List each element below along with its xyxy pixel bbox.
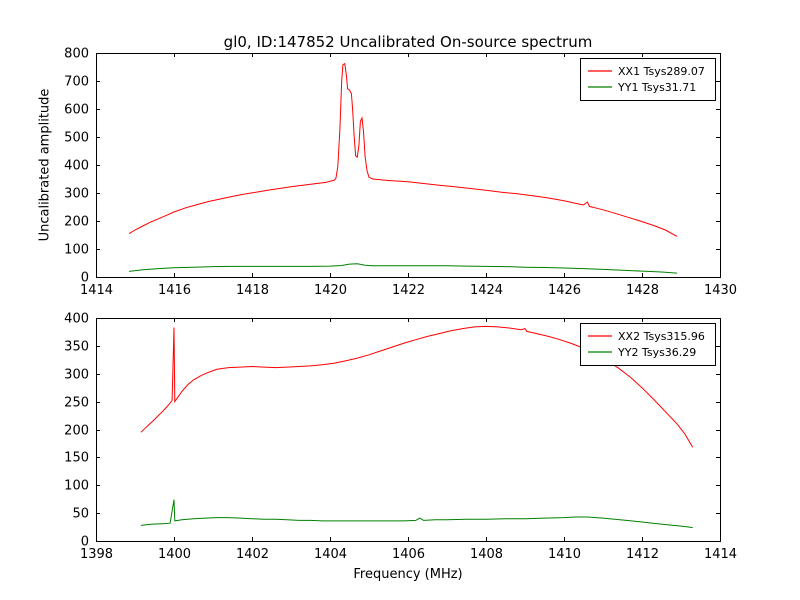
y-tick-label: 250 <box>64 396 89 411</box>
y-tick-label: 300 <box>64 187 89 202</box>
x-tick-label: 1404 <box>314 547 347 562</box>
y-tick-label: 400 <box>64 312 89 327</box>
legend-box <box>580 323 716 366</box>
axes-border <box>96 53 721 278</box>
series-line-yy2 <box>140 499 693 529</box>
x-tick-label: 1414 <box>704 547 737 562</box>
x-tick-label: 1412 <box>626 547 659 562</box>
x-axis-label: Frequency (MHz) <box>353 567 463 582</box>
x-tick-label: 1418 <box>236 283 269 298</box>
y-tick-label: 350 <box>64 340 89 355</box>
x-tick-label: 1426 <box>548 283 581 298</box>
x-tick-label: 1402 <box>236 547 269 562</box>
x-tick-label: 1400 <box>158 547 191 562</box>
bottom-subplot: 1398 1400 1402 1404 1406 1408 1410 1412 1414 0 50 1… <box>64 312 737 563</box>
series-line-yy1 <box>129 263 678 274</box>
y-tick-label: 200 <box>64 424 89 439</box>
x-tick-label: 1410 <box>548 547 581 562</box>
plot-title: gl0, ID:147852 Uncalibrated On-source sp… <box>223 33 593 51</box>
legend-box <box>580 58 716 101</box>
axes-border <box>96 318 721 542</box>
x-tick-label: 1414 <box>80 283 113 298</box>
y-tick-label: 100 <box>64 243 89 258</box>
x-tick-label: 1408 <box>470 547 503 562</box>
y-tick-label: 200 <box>64 215 89 230</box>
x-tick-label: 1398 <box>80 547 113 562</box>
legend-label: XX1 Tsys289.07 <box>618 65 705 78</box>
y-tick-label: 300 <box>64 368 89 383</box>
y-axis-label: Uncalibrated amplitude <box>37 88 53 242</box>
legend-label: XX2 Tsys315.96 <box>618 330 705 343</box>
y-tick-label: 0 <box>81 271 89 286</box>
x-tick-label: 1430 <box>704 283 737 298</box>
x-tick-label: 1416 <box>158 283 191 298</box>
y-tick-label: 50 <box>72 507 89 522</box>
x-tick-label: 1420 <box>314 283 347 298</box>
y-tick-label: 400 <box>64 159 89 174</box>
top-subplot: 1414 1416 1418 1420 1422 1424 1426 1428 1430 0 100… <box>64 47 737 299</box>
y-tick-label: 800 <box>64 47 89 62</box>
x-tick-label: 1406 <box>392 547 425 562</box>
y-tick-label: 500 <box>64 131 89 146</box>
y-tick-label: 600 <box>64 103 89 118</box>
x-tick-label: 1428 <box>626 283 659 298</box>
y-tick-label: 150 <box>64 451 89 466</box>
legend-label: YY1 Tsys31.71 <box>617 81 696 94</box>
y-tick-label: 700 <box>64 75 89 90</box>
x-tick-label: 1424 <box>470 283 503 298</box>
series-line-xx1 <box>128 62 678 237</box>
y-tick-label: 100 <box>64 479 89 494</box>
legend-label: YY2 Tsys36.29 <box>617 346 696 359</box>
y-tick-label: 0 <box>81 535 89 550</box>
x-tick-label: 1422 <box>392 283 425 298</box>
